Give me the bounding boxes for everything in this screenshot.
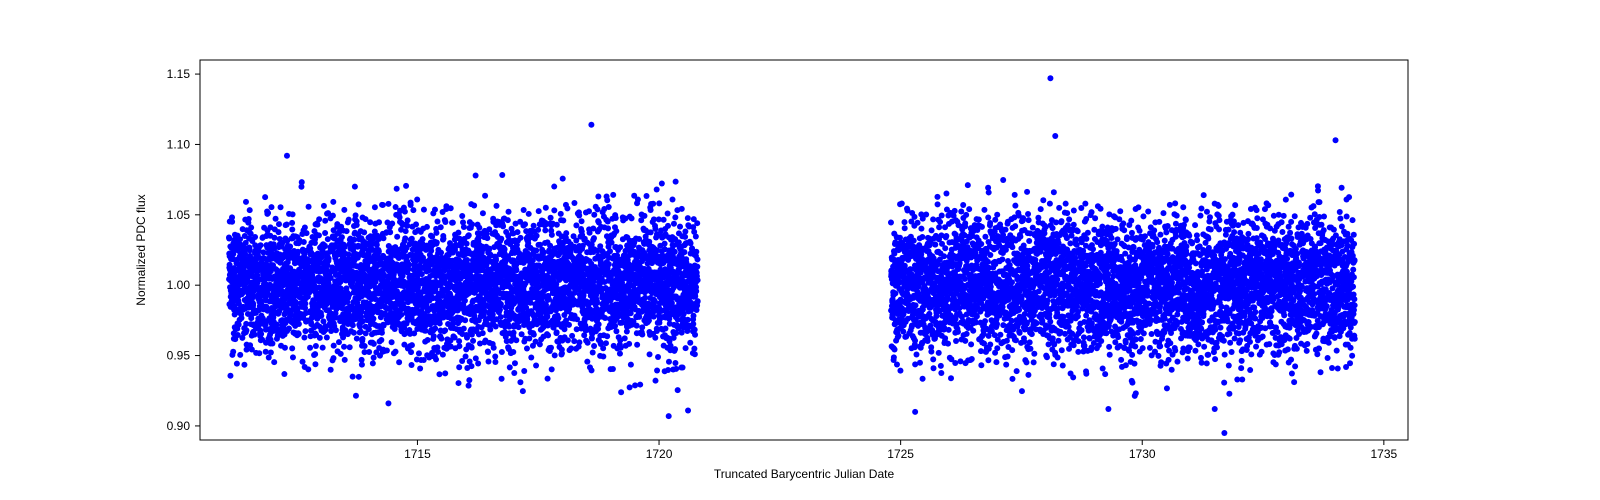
x-tick-label: 1720 <box>646 447 673 461</box>
x-tick-label: 1735 <box>1370 447 1397 461</box>
y-axis-label: Normalized PDC flux <box>134 194 148 305</box>
y-tick-label: 0.95 <box>167 349 191 363</box>
y-tick-label: 1.00 <box>167 278 191 292</box>
x-axis-label: Truncated Barycentric Julian Date <box>714 467 895 481</box>
scatter-chart: 1715 1720 1725 1730 1735 0.90 0.95 1.00 1.05 1.10… <box>0 0 1600 500</box>
y-tick-label: 1.10 <box>167 137 191 151</box>
x-tick-label: 1725 <box>887 447 914 461</box>
chart-svg: 1715 1720 1725 1730 1735 0.90 0.95 1.00 1.05 1.10… <box>0 0 1600 500</box>
x-tick-label: 1715 <box>404 447 431 461</box>
x-tick-label: 1730 <box>1129 447 1156 461</box>
y-tick-label: 1.05 <box>167 208 191 222</box>
y-tick-label: 0.90 <box>167 419 191 433</box>
y-tick-label: 1.15 <box>167 67 191 81</box>
